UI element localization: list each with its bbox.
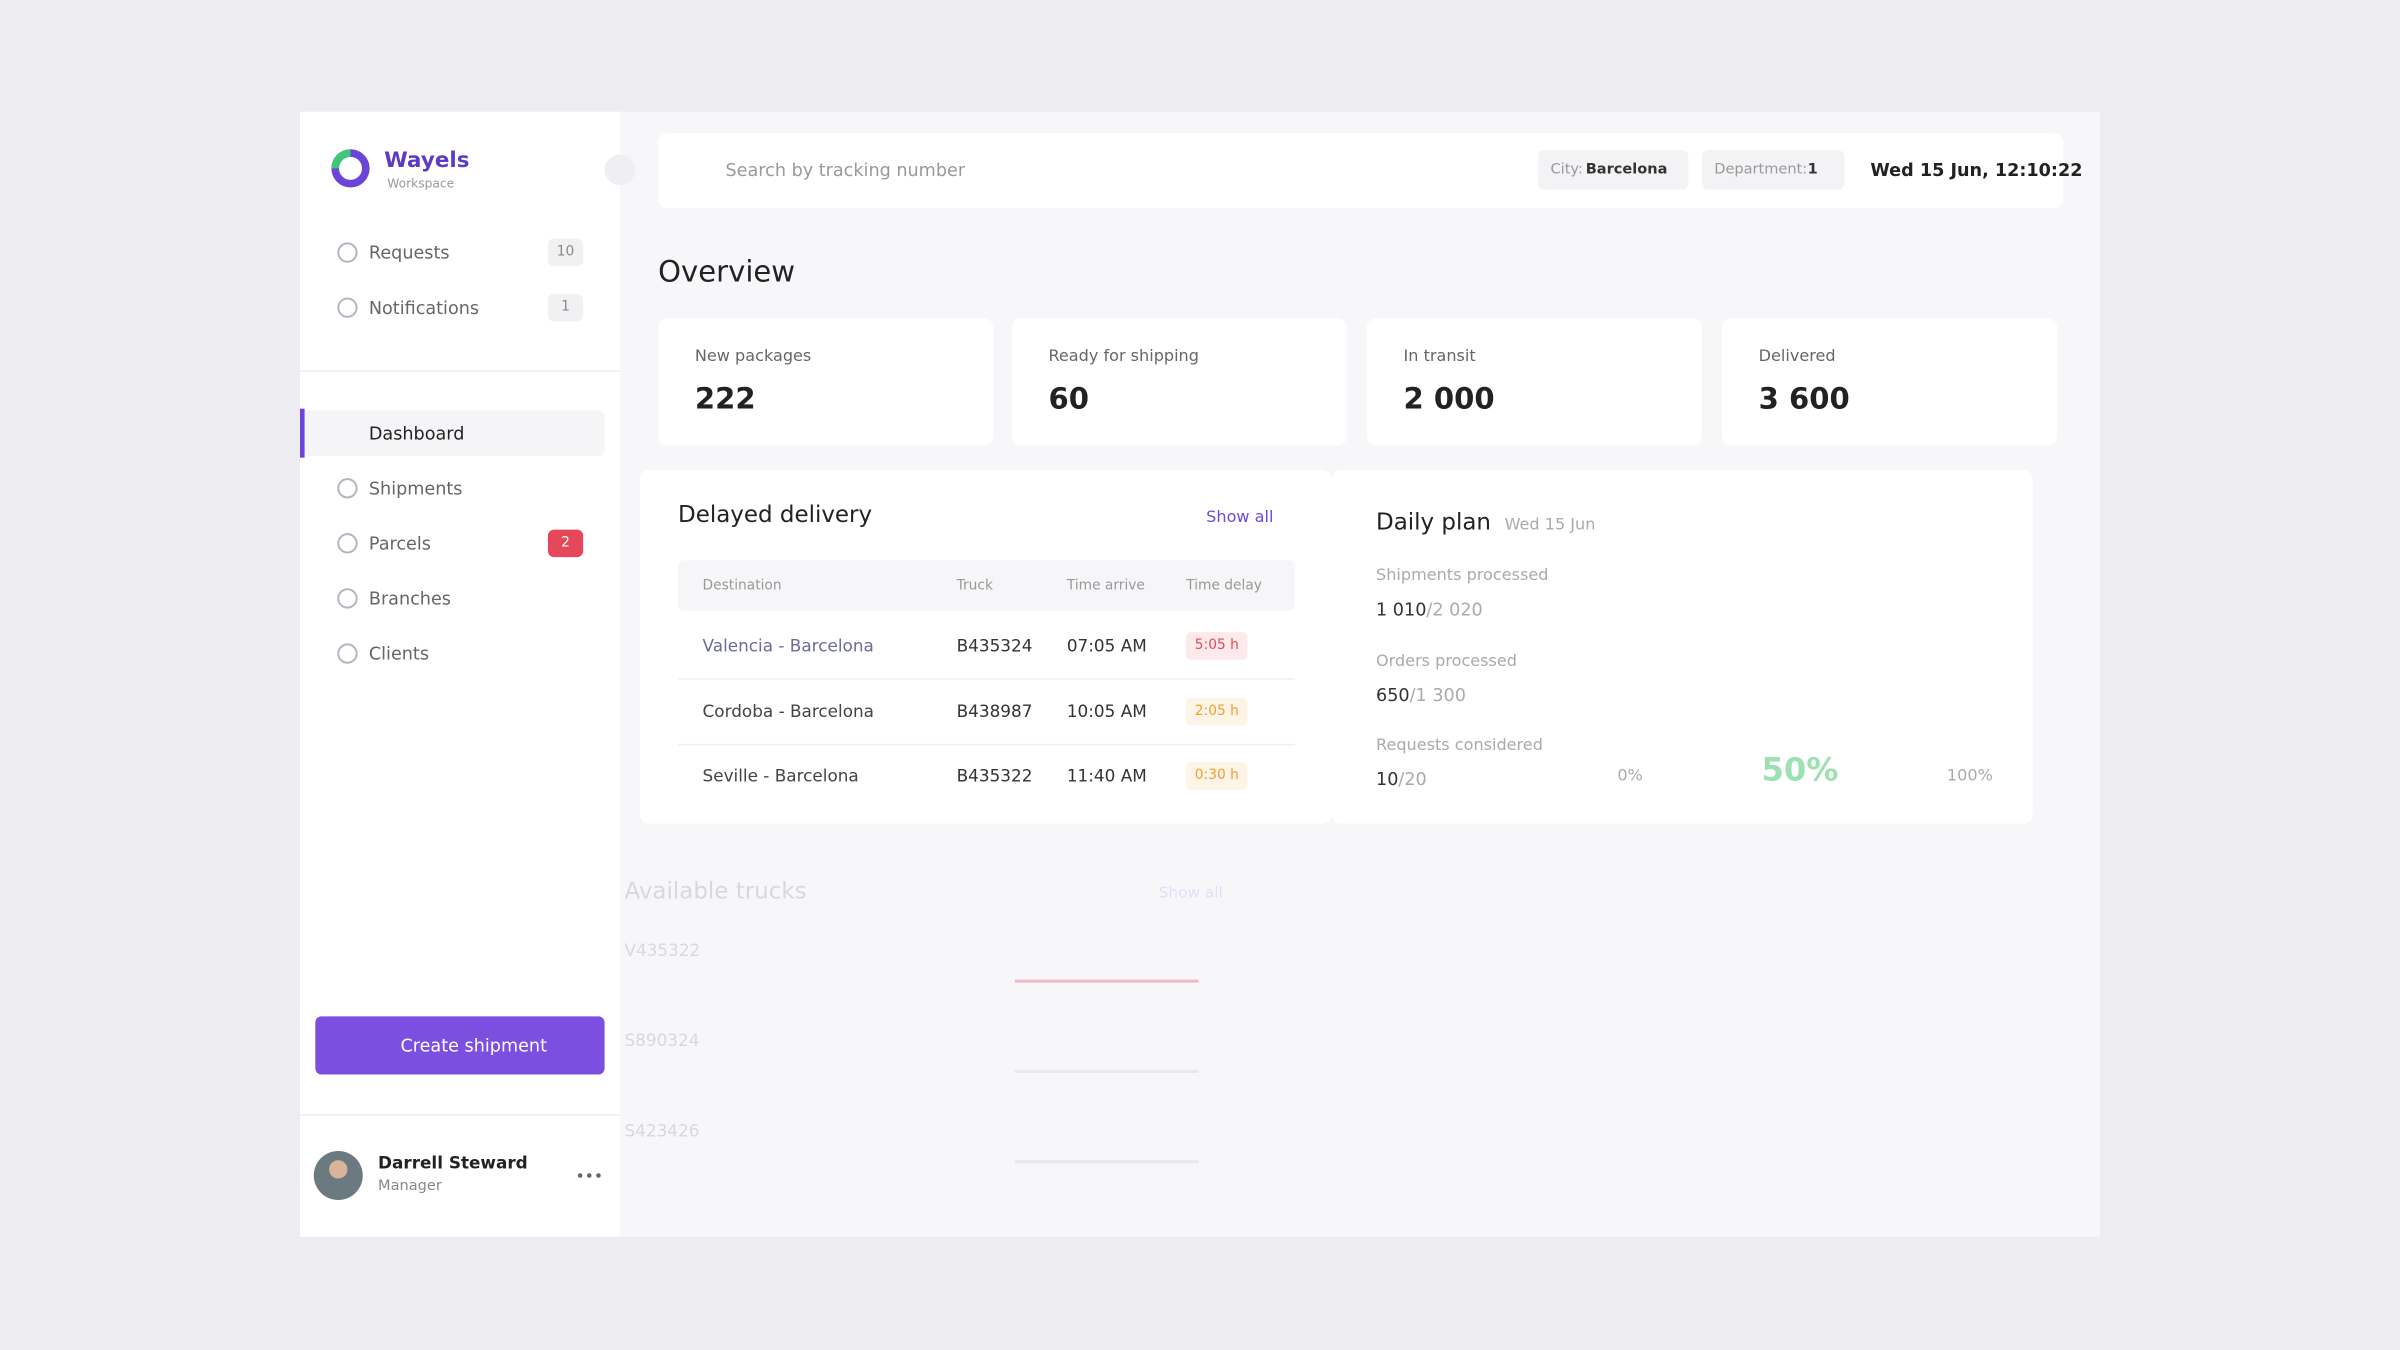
filter-value: 1 [1807, 161, 1818, 179]
destination: Cordoba - Barcelona [702, 701, 875, 721]
stat-total: /20 [1398, 768, 1427, 790]
show-all: Show all [1158, 885, 1223, 903]
section-title: Available trucks [624, 877, 807, 905]
column-header: Destination [702, 578, 782, 594]
divider [299, 370, 620, 372]
badge [547, 529, 584, 558]
stat-card [658, 318, 994, 446]
nav-label: Parcels [368, 532, 431, 555]
brand-name: Wayels [384, 148, 470, 173]
gauge-tick: 100% [1946, 766, 1993, 786]
gauge-value: 50% [1761, 751, 1839, 789]
delay-chip [1186, 697, 1248, 725]
stat-label: Ready for shipping [1048, 347, 1199, 366]
filter-label: Department: [1714, 161, 1808, 179]
divider [299, 1114, 620, 1116]
stat-value: 222 [694, 382, 756, 417]
nav-label: Shipments [368, 477, 463, 499]
create-button[interactable] [315, 1016, 605, 1075]
stat-value: 3 600 [1758, 382, 1850, 417]
department-filter[interactable] [1702, 149, 1845, 190]
stat-label: Shipments processed [1376, 566, 1549, 585]
stat-done: 1 010 [1376, 598, 1427, 620]
truck-bar [1014, 1160, 1199, 1164]
stat-done: 10 [1376, 768, 1399, 790]
badge-text: 2 [561, 535, 570, 552]
stat-label: New packages [694, 347, 812, 366]
row-divider [678, 743, 1295, 745]
sidebar-item: Notifications [368, 296, 480, 319]
stat-label: Requests considered [1376, 736, 1543, 755]
delay-chip [1186, 632, 1248, 660]
column-header: Truck [956, 578, 993, 594]
time-arrive: 07:05 AM [1066, 635, 1147, 656]
show-all[interactable]: Show all [1206, 508, 1274, 527]
badge-text: 10 [556, 244, 575, 261]
active-bar [299, 408, 305, 458]
stat-total: /1 300 [1409, 683, 1466, 705]
nav-label: Clients [368, 642, 430, 665]
daily-card [1331, 469, 2033, 824]
truck-id: S890324 [624, 1030, 700, 1051]
stat-card [1721, 318, 2058, 446]
badge [547, 238, 584, 267]
stat-label: In transit [1403, 347, 1476, 366]
section-title: Overview [658, 255, 796, 290]
collapse-button[interactable] [604, 154, 636, 186]
destination: Valencia - Barcelona [702, 635, 874, 656]
delay-chip [1186, 762, 1248, 790]
filter-label: City: [1550, 161, 1583, 179]
user-name: Darrell Steward [378, 1153, 528, 1174]
search-placeholder: Search by tracking number [725, 159, 966, 181]
nav-label: Dashboard [368, 422, 465, 444]
badge [547, 293, 584, 322]
create-button-label: Create shipment [400, 1034, 547, 1057]
stat-label: Orders processed [1376, 651, 1518, 670]
card-title: Delayed delivery [678, 500, 873, 529]
truck-bar [1014, 1069, 1199, 1073]
brand-subtitle: Workspace [387, 176, 455, 191]
stat-value: 2 000 [1403, 382, 1495, 417]
destination: Seville - Barcelona [702, 766, 859, 786]
nav-label: Branches [368, 587, 451, 610]
truck-id: V435322 [624, 940, 701, 961]
table-header [678, 560, 1295, 611]
nav-item[interactable] [303, 576, 605, 622]
truck: B435324 [956, 635, 1033, 656]
nav-item[interactable] [303, 631, 605, 677]
stat-value: 60 [1048, 382, 1089, 417]
column-header: Time delay [1186, 578, 1262, 594]
filter-value: Barcelona [1585, 161, 1668, 179]
column-header: Time arrive [1066, 578, 1145, 594]
time-arrive: 10:05 AM [1066, 701, 1147, 721]
user-role: Manager [378, 1177, 442, 1195]
row-divider [678, 678, 1295, 680]
stat-card [1011, 318, 1347, 446]
stat-card [1366, 318, 1703, 446]
truck: B438987 [956, 701, 1033, 721]
sidebar-item: Requests [368, 241, 450, 264]
card-date: Wed 15 Jun [1504, 515, 1596, 535]
delay-text: 2:05 h [1194, 703, 1239, 719]
truck: B435322 [956, 766, 1033, 786]
datetime: Wed 15 Jun, 12:10:22 [1870, 159, 2083, 181]
nav-active [303, 410, 605, 457]
delayed-card [639, 469, 1332, 824]
delay-text: 0:30 h [1194, 768, 1239, 784]
delay-text: 5:05 h [1194, 638, 1239, 654]
truck-bar [1014, 979, 1199, 983]
truck-id: S423426 [624, 1121, 700, 1142]
gauge-tick: 0% [1617, 766, 1643, 786]
badge-text: 1 [561, 299, 570, 316]
card-title: Daily plan [1376, 508, 1491, 536]
stat-done: 650 [1376, 683, 1410, 705]
stat-total: /2 020 [1426, 598, 1483, 620]
time-arrive: 11:40 AM [1066, 766, 1147, 786]
stat-label: Delivered [1758, 347, 1836, 366]
city-filter[interactable] [1538, 149, 1689, 190]
